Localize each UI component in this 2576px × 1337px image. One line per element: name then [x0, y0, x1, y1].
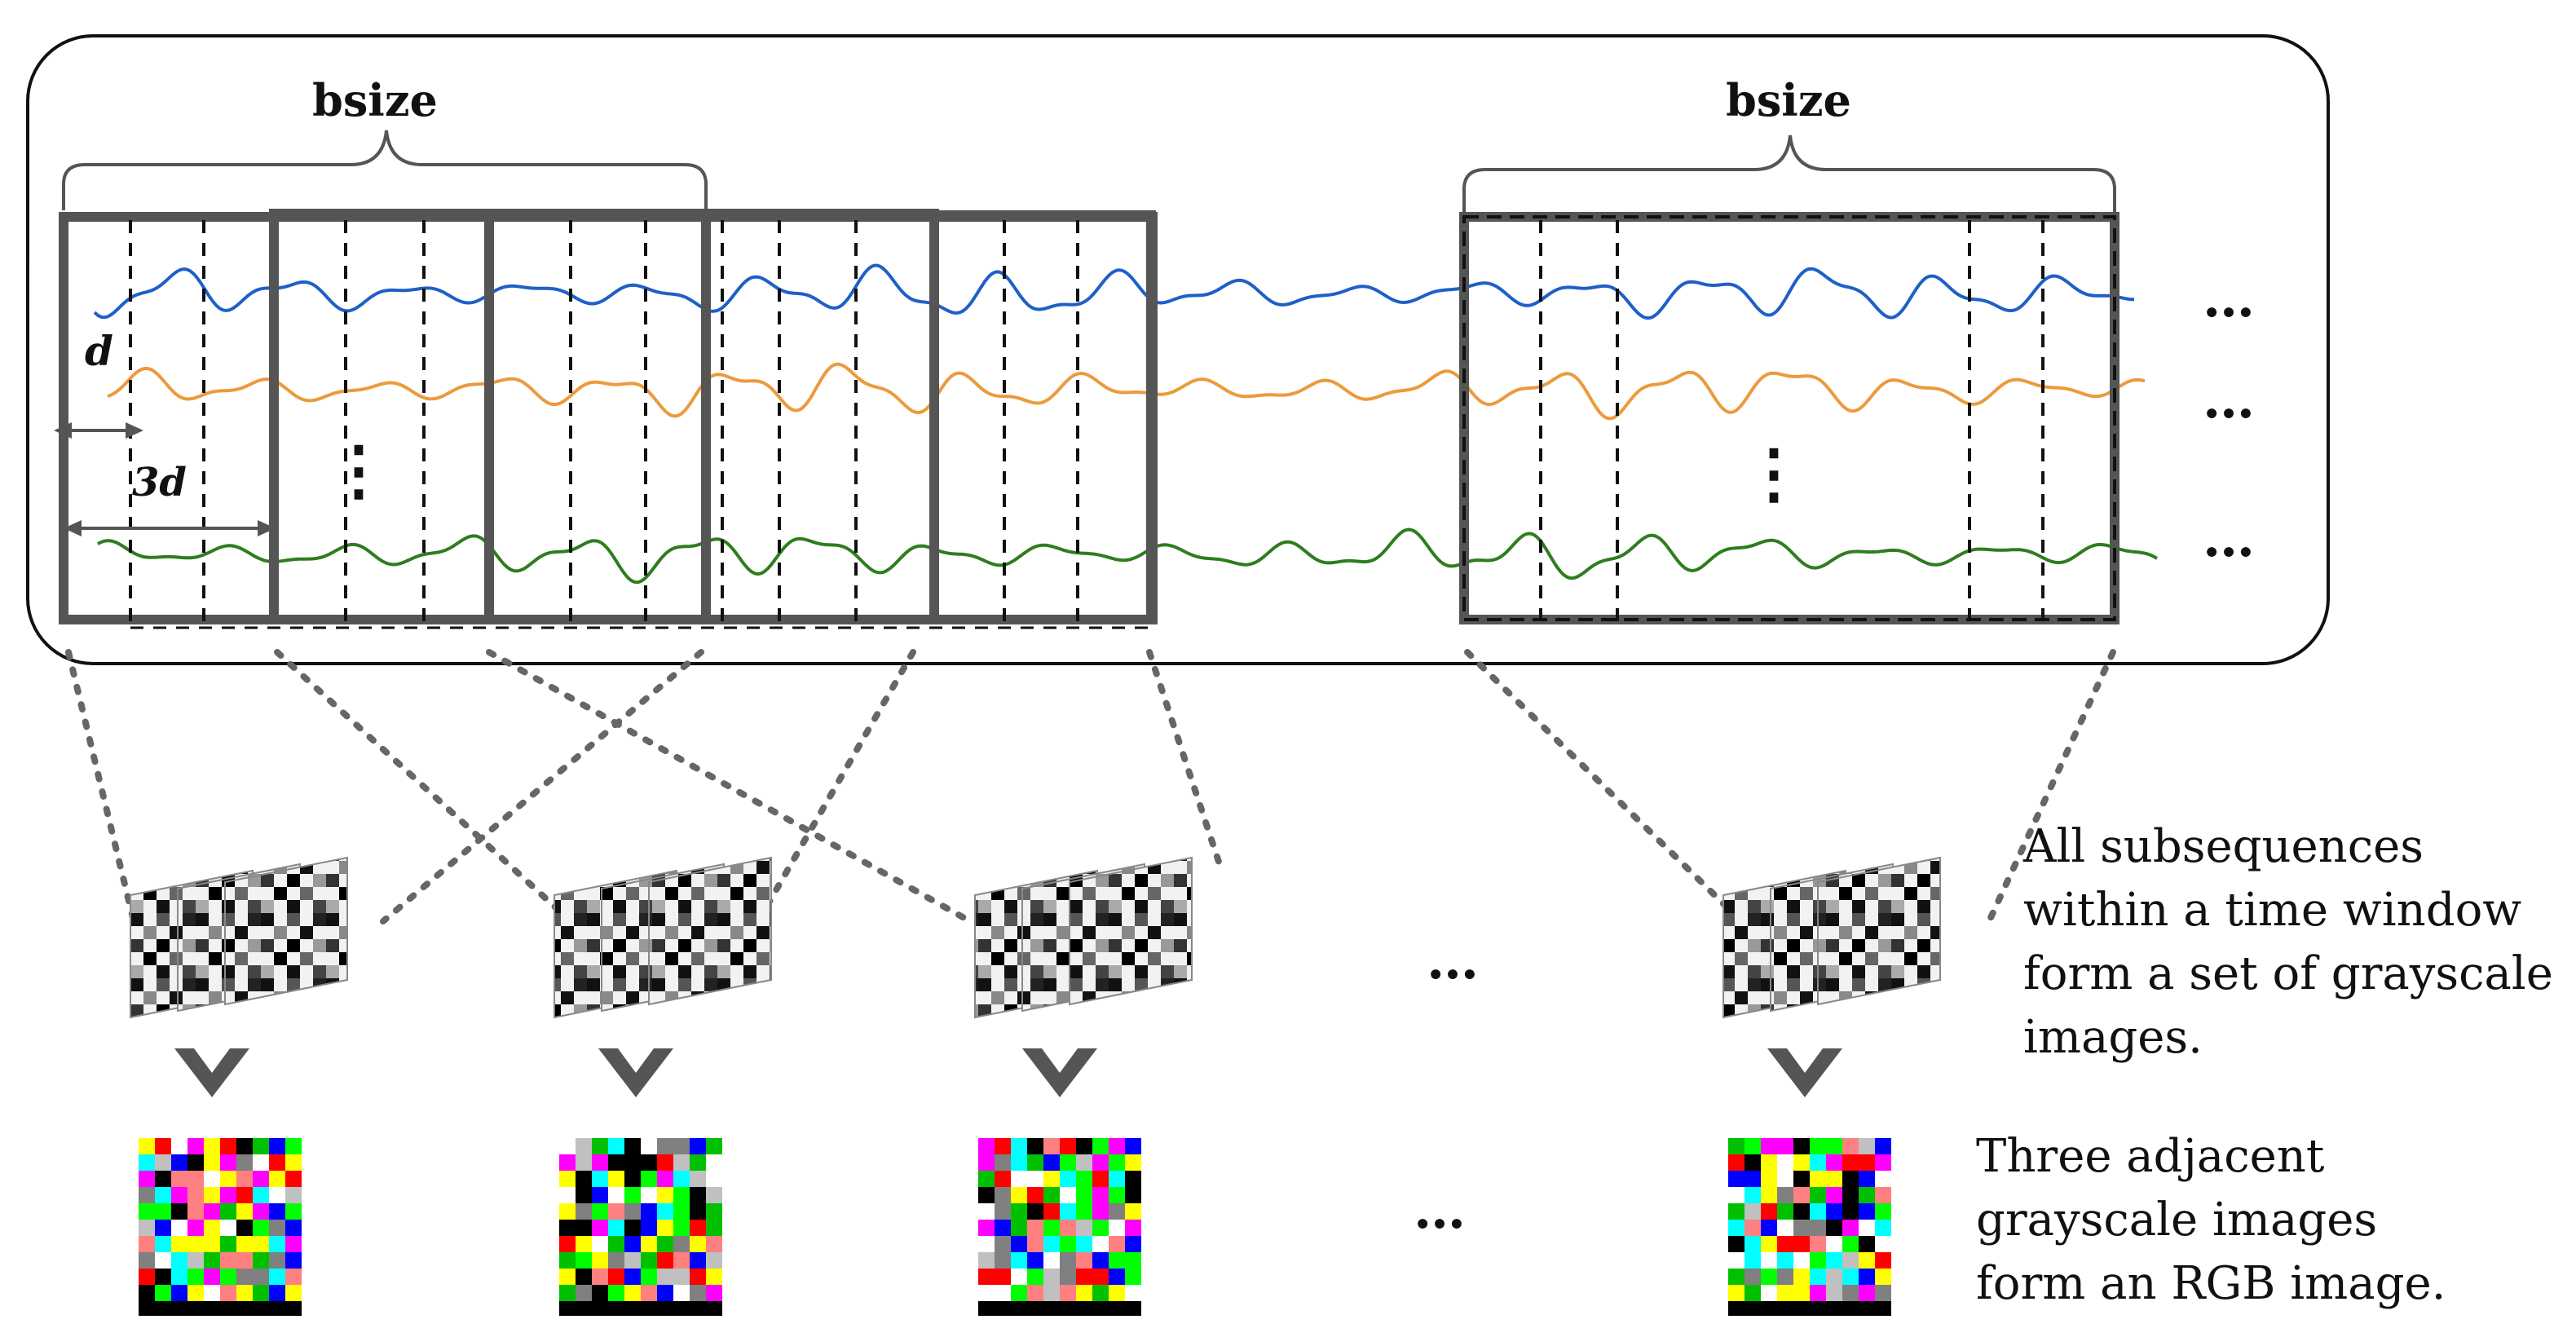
window-4: [701, 210, 1156, 624]
grayscale-stack: [974, 856, 1193, 1019]
window-right-dashed-border: [1462, 215, 2116, 621]
three-d-arrow-head-left: [64, 520, 82, 536]
grayscale-image: [648, 856, 772, 1006]
d-arrow-head-right: [126, 422, 143, 439]
grayscale-stack: [1722, 856, 1941, 1019]
rgb-images: [139, 1138, 1891, 1316]
bsize-label-right: bsize: [1726, 74, 1851, 126]
rgb-ellipsis: …: [1414, 1180, 1466, 1241]
sliding-windows: [59, 209, 2119, 624]
blue-signal: [93, 263, 2134, 320]
grayscale-image: [1069, 856, 1193, 1006]
rgb-caption: Three adjacent grayscale images form an …: [1976, 1130, 2446, 1310]
conversion-arrows: [174, 1048, 1842, 1097]
rgb-image: [978, 1138, 1141, 1316]
grayscale-stack: [554, 856, 772, 1019]
d-arrow-head-left: [54, 422, 72, 439]
row-ellipsis-orange: …: [2203, 369, 2255, 430]
bsize-brace-right: [1462, 135, 2116, 214]
window-right: [1459, 212, 2119, 624]
window-connectors: [65, 649, 2116, 924]
grayscale-image: [224, 856, 348, 1006]
green-signal: [97, 527, 2159, 585]
orange-signal: [107, 362, 2146, 421]
three-d-label: 3d: [132, 460, 187, 505]
sequence-frame: [26, 34, 2330, 665]
bsize-label-left: bsize: [312, 74, 438, 126]
rgb-image: [559, 1138, 722, 1316]
down-chevron-icon: [1022, 1048, 1097, 1097]
row-ellipsis-blue: …: [2203, 268, 2255, 329]
subsequence-dividers: [129, 220, 2044, 629]
bsize-brace-left: [62, 130, 708, 210]
signal-waves: [93, 263, 2159, 585]
window-3: [484, 212, 1158, 624]
grayscale-image: [1817, 856, 1941, 1006]
rgb-image: [1728, 1138, 1891, 1316]
row-ellipsis-green: …: [2203, 508, 2255, 569]
down-chevron-icon: [598, 1048, 673, 1097]
rgb-image: [139, 1138, 302, 1316]
d-label: d: [85, 327, 113, 375]
stack-ellipsis: …: [1427, 930, 1479, 991]
down-chevron-icon: [1767, 1048, 1842, 1097]
window-2: [269, 209, 939, 624]
three-d-arrow-head-right: [258, 520, 276, 536]
grayscale-stack: [130, 856, 348, 1019]
vdots-left: ⋮: [326, 431, 391, 508]
window-1: [59, 212, 711, 624]
vdots-right: ⋮: [1741, 435, 1806, 511]
down-chevron-icon: [174, 1048, 249, 1097]
grayscale-caption: All subsequences within a time window fo…: [2023, 820, 2553, 1064]
grayscale-image-stacks: [130, 856, 1941, 1019]
